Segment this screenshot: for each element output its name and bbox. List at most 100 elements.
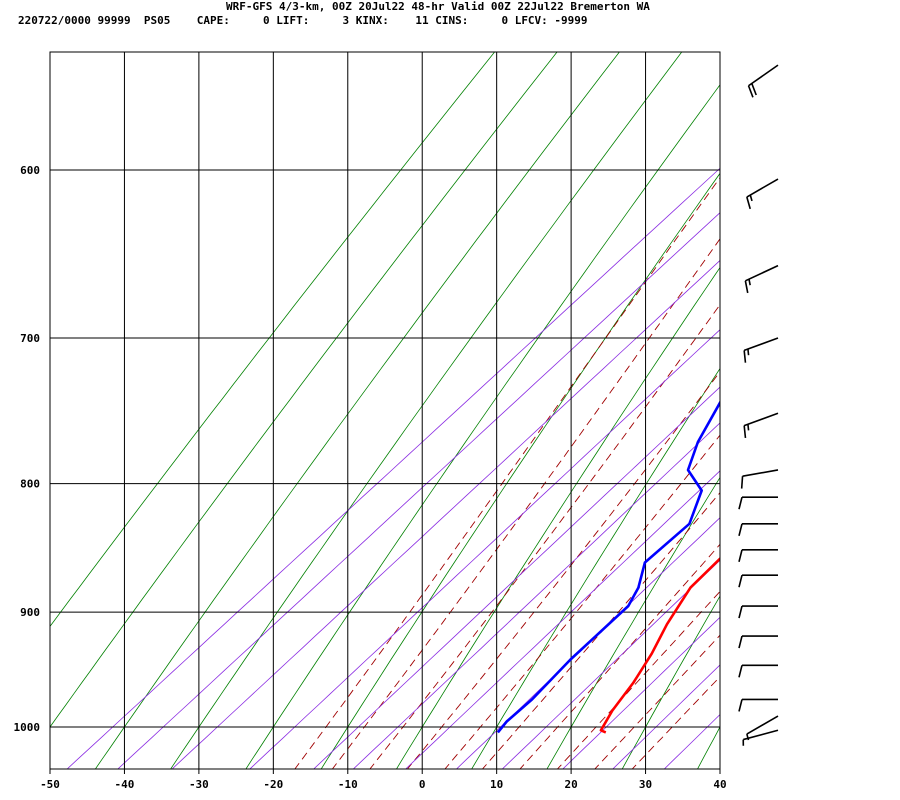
mixing-ratio-line [562,616,720,769]
wind-barb-flag [738,523,743,537]
moist-adiabat [631,676,720,769]
wind-barb-staff [746,178,779,198]
dry-adiabat [94,52,620,769]
wind-barb [743,337,779,363]
dry-adiabat [621,595,720,769]
moist-adiabat [331,238,720,769]
chart-subtitle: 220722/0000 99999 PS05 CAPE: 0 LIFT: 3 K… [18,14,588,27]
x-tick-label: 10 [490,778,503,791]
dry-adiabat [245,84,720,769]
dry-adiabat [396,266,720,769]
wind-barb-half-flag [747,424,750,431]
wind-barbs [738,64,779,746]
dry-adiabat [170,52,683,769]
y-tick-label: 600 [20,164,40,177]
wind-barb-staff [745,264,779,282]
wind-barb-flag [746,196,751,210]
wind-barb-half-flag [747,348,750,356]
wind-barb [738,664,778,678]
wind-barb-staff [748,64,779,87]
wind-barb [738,605,778,619]
moist-adiabat [369,303,720,769]
wind-barb-flag [738,497,743,510]
mixing-ratio-line [352,422,720,769]
dry-adiabat [50,52,558,728]
wind-barb-flag [738,605,743,619]
dry-adiabat [767,0,900,780]
wind-barb-flag [738,665,743,678]
moist-adiabat [294,176,720,769]
wind-barb-flag [751,83,757,96]
x-tick-label: 30 [639,778,652,791]
moist-adiabat [481,492,720,769]
wind-barb-flag [738,699,743,712]
grid [49,52,721,774]
mixing-ratio-line [66,167,720,769]
wind-barb-flag [743,425,747,438]
x-tick-label: -50 [40,778,60,791]
mixing-ratio-line [117,212,720,769]
wind-barb-flag [738,549,743,562]
dry-adiabat [697,726,720,769]
dry-adiabat [50,52,496,628]
wind-barb [746,715,779,741]
wind-barb [742,729,779,746]
wind-barb [744,264,779,294]
x-tick-label: -30 [189,778,209,791]
moist-adiabat [594,634,720,769]
tick-labels: 4005006007008009001000-50-40-30-20-10010… [14,164,727,791]
wind-barb [738,574,778,588]
wind-barb [740,469,779,489]
moist-adiabat [406,370,720,769]
dry-adiabat [843,0,900,780]
moist-adiabat [444,434,720,769]
moist-adiabat [556,590,720,769]
y-tick-label: 1000 [14,721,41,734]
x-tick-label: -40 [115,778,135,791]
wind-barb [738,698,778,712]
wind-barb [746,178,779,210]
wind-barb-flag [738,574,743,588]
wind-barb-flag [740,476,744,489]
series-layer [496,400,720,734]
y-tick-label: 700 [20,332,40,345]
wind-barb-staff [743,729,779,741]
x-tick-label: -10 [338,778,358,791]
x-tick-label: 40 [713,778,726,791]
wind-barb-staff [743,337,779,352]
dry-adiabat [471,367,720,769]
dry-adiabat [320,172,720,769]
mixing-ratio-line [171,259,720,769]
x-tick-label: -20 [263,778,283,791]
wind-barb [738,548,778,562]
wind-barb-flag [744,280,749,294]
mixing-ratio-line [405,470,720,769]
plot-frame [49,51,721,770]
mixing-ratio-line [663,713,720,769]
mixing-ratio-line [501,559,720,769]
wind-barb [738,635,778,649]
wind-barb-half-flag [749,194,753,202]
mixing-ratio-line [249,329,720,769]
dry-adiabat [546,476,720,769]
wind-barb [738,496,778,510]
mixing-ratio-line [313,386,720,769]
chart-title: WRF-GFS 4/3-km, 00Z 20Jul22 48-hr Valid … [226,0,650,13]
wind-barb [738,523,778,537]
wind-barb-flag [738,635,743,649]
dewpoint-profile [496,400,720,734]
wind-barb-staff [742,469,779,477]
wind-barb-staff [746,715,779,735]
wind-barb-half-flag [748,278,751,286]
x-tick-label: 0 [419,778,426,791]
temperature-profile [599,556,720,734]
wind-barb [747,64,779,98]
wind-barb-flag [747,85,754,98]
y-tick-label: 800 [20,478,40,491]
y-tick-label: 900 [20,606,40,619]
background-lines [50,0,900,780]
wind-barb [743,412,779,438]
x-tick-label: 20 [564,778,577,791]
wind-barb-flag [743,350,747,363]
